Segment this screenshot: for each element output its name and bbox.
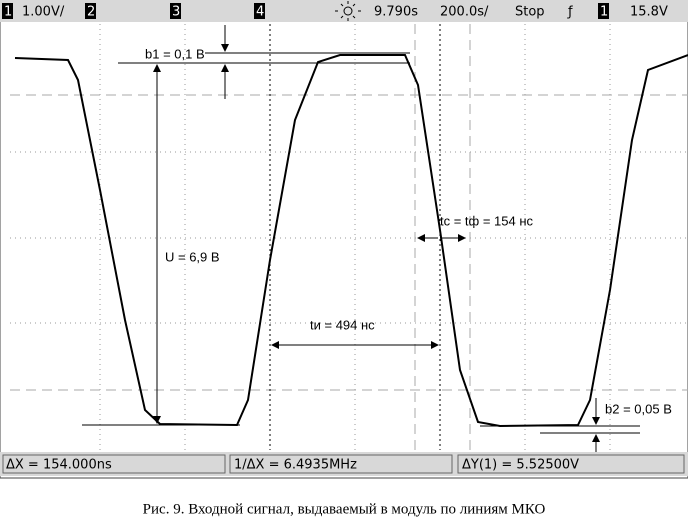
mode: Stop [515,5,545,20]
ch-box [2,3,13,19]
scope-screen [0,0,688,479]
trigger-level: 15.8V [630,5,668,20]
annotation-lines [82,25,640,452]
ch-box [598,3,609,19]
measurement: ΔX = 154.000ns [6,458,112,473]
ch-box [170,3,181,19]
sun-icon [335,1,361,21]
measurement: ΔY(1) = 5.52500V [462,458,579,473]
delay: 9.790s [374,5,418,20]
ch-box [85,3,96,19]
cursors [269,24,441,450]
channel: 1 [4,5,12,20]
caption: Рис. 9. Входной сигнал, выдаваемый в мод… [143,501,546,517]
annotation: tc = tф = 154 нс [440,213,534,228]
scale: 1.00V/ [22,5,65,20]
measure-box [229,454,453,474]
trigger-slope: ƒ [567,5,573,20]
channel: 2 [87,5,95,20]
ch-box [254,3,265,19]
markers [10,24,688,450]
annotation: tи = 494 нс [310,317,375,332]
annotation: b2 = 0,05 В [605,401,672,416]
measure-box [2,454,226,474]
channel: 3 [172,5,180,20]
measurement: 1/ΔX = 6.4935MHz [234,458,357,473]
timebase: 200.0s/ [440,5,489,20]
measure-box [457,454,685,474]
waveform [14,54,688,428]
annotation: U = 6,9 В [165,249,220,264]
annotation: b1 = 0,1 В [145,46,205,61]
channel: 4 [256,5,264,20]
trigger-channel: 1 [600,5,608,20]
measurement-bar [0,452,688,476]
